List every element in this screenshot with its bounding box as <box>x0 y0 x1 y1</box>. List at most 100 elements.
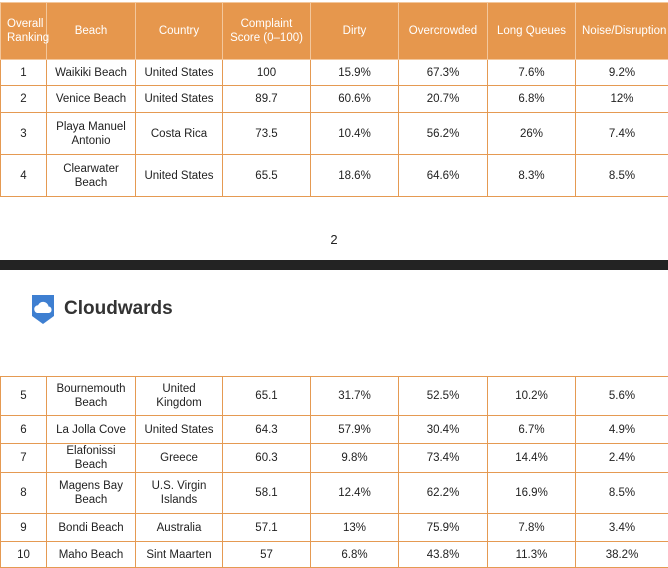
table-cell: 56.2% <box>399 113 488 155</box>
table-cell: United States <box>136 86 223 113</box>
header-cell: Overcrowded <box>399 3 488 60</box>
table-cell: 64.6% <box>399 155 488 197</box>
table-cell: 13% <box>311 514 399 542</box>
table-cell: 1 <box>1 60 47 86</box>
table-cell: 31.7% <box>311 377 399 416</box>
table-cell: 4.9% <box>576 416 668 444</box>
table-cell: 75.9% <box>399 514 488 542</box>
table-cell: 52.5% <box>399 377 488 416</box>
table-cell: 57.1 <box>223 514 311 542</box>
table-cell: 9.8% <box>311 444 399 473</box>
table-cell: 4 <box>1 155 47 197</box>
table-cell: 62.2% <box>399 473 488 514</box>
table-cell: Sint Maarten <box>136 542 223 568</box>
table-cell: Costa Rica <box>136 113 223 155</box>
table-cell: Greece <box>136 444 223 473</box>
table-cell: Venice Beach <box>47 86 136 113</box>
table-cell: Bournemouth Beach <box>47 377 136 416</box>
table-cell: Maho Beach <box>47 542 136 568</box>
header-cell: Overall Ranking <box>1 3 47 60</box>
header-cell: Dirty <box>311 3 399 60</box>
table-cell: 9 <box>1 514 47 542</box>
table-cell: 3 <box>1 113 47 155</box>
table-cell: U.S. Virgin Islands <box>136 473 223 514</box>
header-cell: Noise/Disruption <box>576 3 668 60</box>
table-cell: Clearwater Beach <box>47 155 136 197</box>
table-cell: 100 <box>223 60 311 86</box>
table-cell: 8.5% <box>576 155 668 197</box>
table-cell: United States <box>136 155 223 197</box>
table-cell: United States <box>136 416 223 444</box>
table-cell: 6.7% <box>488 416 576 444</box>
table-cell: 12% <box>576 86 668 113</box>
table-cell: 64.3 <box>223 416 311 444</box>
table-cell: 73.4% <box>399 444 488 473</box>
table-cell: 10 <box>1 542 47 568</box>
table-cell: Waikiki Beach <box>47 60 136 86</box>
table-cell: 2 <box>1 86 47 113</box>
table-cell: 6.8% <box>311 542 399 568</box>
table-cell: 3.4% <box>576 514 668 542</box>
table-cell: 6 <box>1 416 47 444</box>
table-cell: 5 <box>1 377 47 416</box>
table-cell: 7.8% <box>488 514 576 542</box>
page-number: 2 <box>0 232 668 247</box>
table-cell: 7.4% <box>576 113 668 155</box>
table-cell: 73.5 <box>223 113 311 155</box>
header-cell: Beach <box>47 3 136 60</box>
table-cell: Australia <box>136 514 223 542</box>
page-divider <box>0 260 668 270</box>
table-cell: 9.2% <box>576 60 668 86</box>
table-cell: 57.9% <box>311 416 399 444</box>
table-cell: 8.5% <box>576 473 668 514</box>
table-cell: La Jolla Cove <box>47 416 136 444</box>
logo-text: Cloudwards <box>64 298 173 320</box>
table-cell: 20.7% <box>399 86 488 113</box>
table-cell: 10.4% <box>311 113 399 155</box>
table-cell: 16.9% <box>488 473 576 514</box>
header-cell: Country <box>136 3 223 60</box>
logo-icon <box>30 293 56 325</box>
table-cell: 7 <box>1 444 47 473</box>
table-cell: 43.8% <box>399 542 488 568</box>
table-cell: Bondi Beach <box>47 514 136 542</box>
table-cell: 57 <box>223 542 311 568</box>
table-cell: 65.5 <box>223 155 311 197</box>
table-cell: 8.3% <box>488 155 576 197</box>
logo: Cloudwards <box>30 293 173 325</box>
table-cell: 65.1 <box>223 377 311 416</box>
table-cell: United Kingdom <box>136 377 223 416</box>
table-cell: 11.3% <box>488 542 576 568</box>
table-cell: Magens Bay Beach <box>47 473 136 514</box>
table-cell: 67.3% <box>399 60 488 86</box>
table-cell: 8 <box>1 473 47 514</box>
table-cell: 18.6% <box>311 155 399 197</box>
table-cell: 14.4% <box>488 444 576 473</box>
table-cell: 12.4% <box>311 473 399 514</box>
table-cell: 15.9% <box>311 60 399 86</box>
table-cell: 26% <box>488 113 576 155</box>
table-cell: Playa Manuel Antonio <box>47 113 136 155</box>
table-cell: 60.6% <box>311 86 399 113</box>
table-cell: 89.7 <box>223 86 311 113</box>
header-cell: Complaint Score (0–100) <box>223 3 311 60</box>
table-cell: 38.2% <box>576 542 668 568</box>
table-cell: 5.6% <box>576 377 668 416</box>
table-cell: United States <box>136 60 223 86</box>
table-cell: 30.4% <box>399 416 488 444</box>
header-cell: Long Queues <box>488 3 576 60</box>
